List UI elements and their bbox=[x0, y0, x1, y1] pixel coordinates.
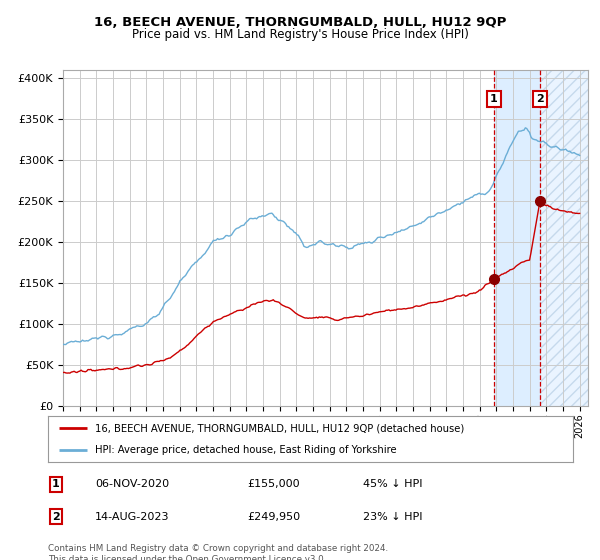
Bar bbox=[540, 70, 588, 406]
Text: 1: 1 bbox=[490, 94, 498, 104]
Text: 16, BEECH AVENUE, THORNGUMBALD, HULL, HU12 9QP (detached house): 16, BEECH AVENUE, THORNGUMBALD, HULL, HU… bbox=[95, 423, 464, 433]
Text: 16, BEECH AVENUE, THORNGUMBALD, HULL, HU12 9QP: 16, BEECH AVENUE, THORNGUMBALD, HULL, HU… bbox=[94, 16, 506, 29]
Text: 23% ↓ HPI: 23% ↓ HPI bbox=[363, 512, 422, 522]
Text: 14-AUG-2023: 14-AUG-2023 bbox=[95, 512, 170, 522]
Text: £155,000: £155,000 bbox=[248, 479, 300, 489]
Text: 06-NOV-2020: 06-NOV-2020 bbox=[95, 479, 169, 489]
Bar bbox=[494, 70, 540, 406]
Text: 1: 1 bbox=[52, 479, 60, 489]
Text: 2: 2 bbox=[52, 512, 60, 522]
Text: £249,950: £249,950 bbox=[248, 512, 301, 522]
Text: 2: 2 bbox=[536, 94, 544, 104]
Text: HPI: Average price, detached house, East Riding of Yorkshire: HPI: Average price, detached house, East… bbox=[95, 445, 397, 455]
Text: Contains HM Land Registry data © Crown copyright and database right 2024.
This d: Contains HM Land Registry data © Crown c… bbox=[48, 544, 388, 560]
Text: Price paid vs. HM Land Registry's House Price Index (HPI): Price paid vs. HM Land Registry's House … bbox=[131, 28, 469, 41]
Text: 45% ↓ HPI: 45% ↓ HPI bbox=[363, 479, 422, 489]
